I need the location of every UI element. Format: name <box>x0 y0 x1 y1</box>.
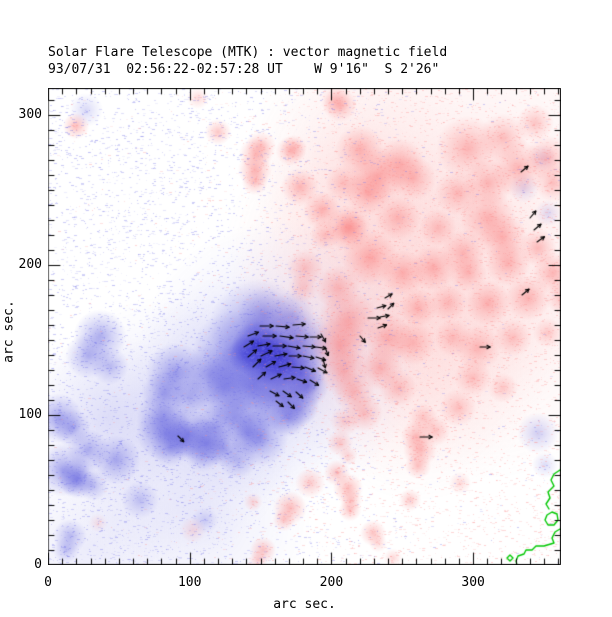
x-tick-label: 100 <box>177 575 202 590</box>
y-tick-label: 300 <box>18 107 42 122</box>
x-tick-label: 0 <box>44 575 52 590</box>
magnetic-field-canvas <box>48 88 561 565</box>
x-tick-label: 300 <box>461 575 485 590</box>
y-tick-label: 200 <box>18 257 42 272</box>
plot-subtitle-datetime: 93/07/31 02:56:22-02:57:28 UT W 9'16" S … <box>48 62 440 77</box>
y-tick-label: 100 <box>18 407 42 422</box>
x-axis-label: arc sec. <box>273 597 336 612</box>
plot-title: Solar Flare Telescope (MTK) : vector mag… <box>48 45 448 60</box>
plot-area <box>48 88 561 565</box>
y-axis-label: arc sec. <box>1 300 17 363</box>
y-tick-label: 0 <box>34 557 42 572</box>
x-tick-label: 200 <box>319 575 344 590</box>
